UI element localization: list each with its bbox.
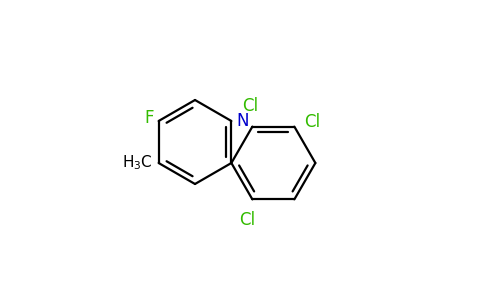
Text: Cl: Cl: [304, 112, 320, 130]
Text: Cl: Cl: [242, 97, 258, 115]
Text: F: F: [144, 109, 153, 127]
Text: N: N: [236, 112, 249, 130]
Text: H$_3$C: H$_3$C: [122, 154, 152, 172]
Text: Cl: Cl: [239, 212, 256, 230]
